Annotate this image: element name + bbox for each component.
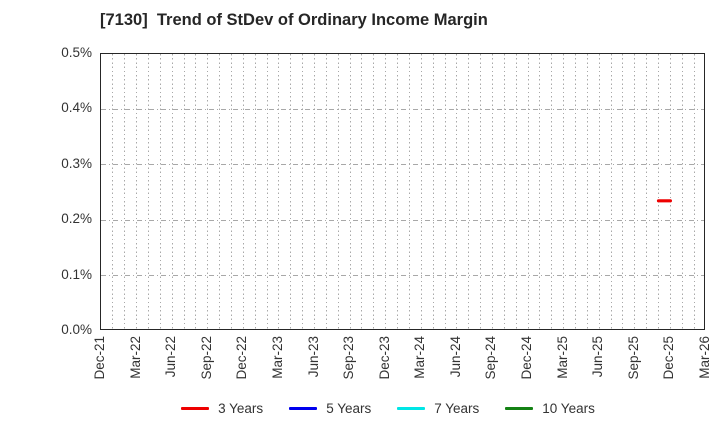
grid-layer xyxy=(101,54,704,329)
x-tick-label: Dec-23 xyxy=(376,336,392,380)
x-tick-label: Sep-25 xyxy=(625,336,641,380)
gridline-vertical xyxy=(503,54,505,329)
gridline-vertical xyxy=(314,54,316,329)
legend-swatch-7-years xyxy=(397,407,426,410)
x-tick-label: Dec-21 xyxy=(92,336,107,380)
gridline-vertical xyxy=(183,54,185,329)
gridline-vertical xyxy=(408,54,410,329)
legend-swatch-3-years xyxy=(181,407,210,410)
x-tick-label: Jun-23 xyxy=(305,336,321,378)
gridline-vertical xyxy=(290,54,292,329)
x-tick-label: Sep-22 xyxy=(198,336,214,380)
x-tick-label: Jun-24 xyxy=(447,336,463,378)
gridline-vertical xyxy=(230,54,232,329)
gridline-vertical xyxy=(432,54,434,329)
x-tick-label: Sep-24 xyxy=(483,336,499,380)
legend-item-10-years: 10 Years xyxy=(505,401,595,416)
gridline-vertical xyxy=(124,54,126,329)
gridline-vertical xyxy=(207,54,209,329)
gridline-vertical xyxy=(254,54,256,329)
gridline-vertical xyxy=(112,54,114,329)
gridline-horizontal xyxy=(101,164,704,166)
gridline-horizontal xyxy=(101,275,704,277)
gridline-vertical xyxy=(539,54,541,329)
gridline-vertical xyxy=(634,54,636,329)
legend-item-3-years: 3 Years xyxy=(181,401,263,416)
x-tick-label: Mar-23 xyxy=(269,336,285,379)
x-tick-label: Sep-23 xyxy=(341,336,357,380)
gridline-vertical xyxy=(586,54,588,329)
gridline-vertical xyxy=(219,54,221,329)
legend-label: 3 Years xyxy=(218,401,264,416)
gridline-vertical xyxy=(242,54,244,329)
legend-swatch-5-years xyxy=(289,407,318,410)
gridline-vertical xyxy=(575,54,576,329)
x-tick-label: Dec-22 xyxy=(234,336,250,380)
gridline-vertical xyxy=(385,54,387,329)
gridline-vertical xyxy=(527,54,529,329)
series-plot xyxy=(656,199,673,203)
x-tick-label: Jun-22 xyxy=(163,336,179,378)
y-tick-label: 0.5% xyxy=(61,45,92,60)
gridline-vertical xyxy=(658,54,660,329)
gridline-vertical xyxy=(491,54,493,329)
y-tick-label: 0.1% xyxy=(61,266,92,282)
x-tick-label: Mar-26 xyxy=(697,336,712,379)
plot-area xyxy=(100,53,705,330)
x-tick-label: Mar-24 xyxy=(412,336,428,379)
x-tick-label: Mar-25 xyxy=(554,336,570,379)
chart-title: [7130] Trend of StDev of Ordinary Income… xyxy=(100,11,488,29)
gridline-vertical xyxy=(669,54,671,329)
legend-label: 7 Years xyxy=(434,401,480,416)
x-tick-label: Jun-25 xyxy=(590,336,606,378)
y-tick-label: 0.2% xyxy=(61,211,92,227)
gridline-vertical xyxy=(349,54,351,329)
gridline-horizontal xyxy=(101,108,704,110)
gridline-vertical xyxy=(563,54,565,329)
series-layer xyxy=(101,54,704,329)
legend: 3 Years 5 Years 7 Years 10 Years xyxy=(28,401,720,416)
x-tick-label: Mar-22 xyxy=(127,336,143,379)
gridline-vertical xyxy=(420,54,422,329)
y-tick-label: 0.3% xyxy=(61,155,92,171)
gridline-vertical xyxy=(681,54,683,329)
gridline-vertical xyxy=(302,54,304,329)
gridline-vertical xyxy=(468,54,470,329)
gridline-vertical xyxy=(622,54,624,329)
gridline-vertical xyxy=(266,54,268,329)
gridline-vertical xyxy=(598,54,600,329)
gridline-vertical xyxy=(159,54,161,329)
legend-label: 5 Years xyxy=(326,401,372,416)
gridline-vertical xyxy=(147,54,149,329)
gridline-vertical xyxy=(195,54,197,329)
y-tick-label: 0.0% xyxy=(61,322,92,337)
legend-item-5-years: 5 Years xyxy=(289,401,371,416)
gridline-vertical xyxy=(456,54,458,329)
gridline-vertical xyxy=(325,54,327,329)
gridline-vertical xyxy=(610,54,612,329)
legend-item-7-years: 7 Years xyxy=(397,401,479,416)
gridline-vertical xyxy=(171,54,173,329)
legend-label: 10 Years xyxy=(542,401,595,416)
gridline-vertical xyxy=(136,54,138,329)
x-tick-label: Dec-24 xyxy=(519,336,535,380)
gridline-vertical xyxy=(397,54,399,329)
gridline-vertical xyxy=(278,54,280,329)
gridline-vertical xyxy=(373,54,375,329)
gridline-vertical xyxy=(444,54,446,329)
gridline-vertical xyxy=(361,54,363,329)
x-tick-label: Dec-25 xyxy=(661,336,677,380)
gridline-vertical xyxy=(646,54,648,329)
gridline-vertical xyxy=(551,54,553,329)
y-tick-label: 0.4% xyxy=(61,100,92,116)
gridline-vertical xyxy=(515,54,517,329)
gridline-horizontal xyxy=(101,219,704,221)
legend-swatch-10-years xyxy=(505,407,534,410)
gridline-vertical xyxy=(337,54,339,329)
gridline-vertical xyxy=(480,54,482,329)
gridline-vertical xyxy=(693,54,695,329)
